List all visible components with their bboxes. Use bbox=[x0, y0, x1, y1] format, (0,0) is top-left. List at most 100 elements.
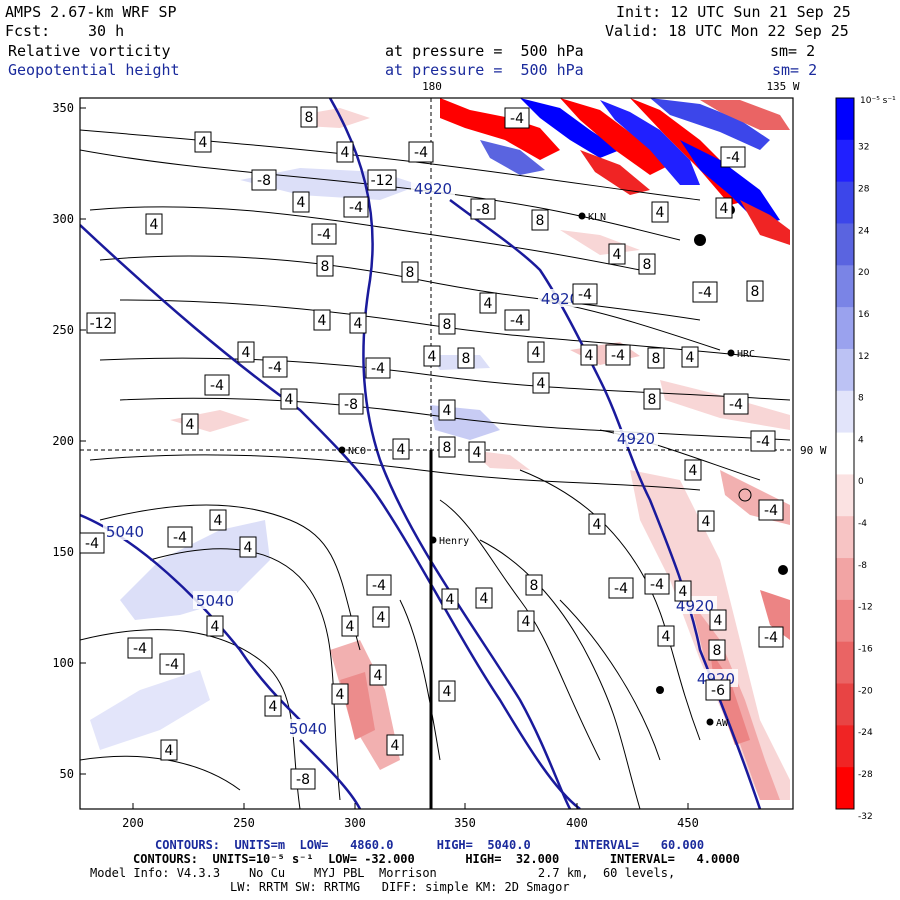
vorticity-label-text: -6 bbox=[711, 683, 725, 699]
vorticity-label-text: -4 bbox=[650, 577, 664, 593]
height-label: 5040 bbox=[196, 592, 234, 610]
vorticity-label-box bbox=[343, 196, 369, 218]
vorticity-label-box bbox=[468, 441, 486, 463]
vorticity-label: -6 bbox=[705, 679, 731, 701]
colorbar-unit: 10⁻⁵ s⁻¹ bbox=[860, 96, 896, 106]
vorticity-label-text: -4 bbox=[173, 530, 187, 546]
x-axis: 200 250 300 350 400 450 bbox=[122, 803, 699, 830]
lon-label-90w: 90 W bbox=[800, 444, 827, 457]
vorticity-label-box bbox=[280, 388, 298, 410]
vorticity-label: 4 bbox=[239, 536, 257, 558]
vorticity-label-box bbox=[479, 292, 497, 314]
vorticity-label-box bbox=[715, 197, 733, 219]
vorticity-label-text: -8 bbox=[257, 173, 271, 189]
vorticity-label: -4 bbox=[723, 393, 749, 415]
vorticity-label-text: 8 bbox=[305, 110, 314, 126]
vorticity-label-box bbox=[708, 639, 726, 661]
height-label: 5040 bbox=[106, 523, 144, 541]
vorticity-label: 4 bbox=[292, 191, 310, 213]
colorbar-segment bbox=[836, 181, 854, 224]
vorticity-label: -4 bbox=[605, 344, 631, 366]
vorticity-label-box bbox=[239, 536, 257, 558]
vorticity-label-text: 8 bbox=[643, 257, 652, 273]
vorticity-label-text: -4 bbox=[268, 360, 282, 376]
vorticity-label-box bbox=[527, 341, 545, 363]
vorticity-label: 8 bbox=[638, 253, 656, 275]
vorticity-label-box bbox=[580, 344, 598, 366]
vorticity-label-text: -4 bbox=[414, 145, 428, 161]
colorbar-segment bbox=[836, 558, 854, 601]
x-tick-label: 400 bbox=[566, 816, 588, 830]
vorticity-label-text: 4 bbox=[613, 247, 622, 263]
vorticity-label-text: 4 bbox=[484, 296, 493, 312]
vorticity-label-box bbox=[457, 347, 475, 369]
vorticity-label: 4 bbox=[468, 441, 486, 463]
vorticity-label: -4 bbox=[504, 309, 530, 331]
station-label: HRC bbox=[737, 349, 755, 360]
colorbar-segment bbox=[836, 307, 854, 350]
vorticity-label-box bbox=[79, 532, 105, 554]
vorticity-label-text: 4 bbox=[214, 513, 223, 529]
vorticity-label-text: 4 bbox=[336, 687, 345, 703]
vorticity-label: 4 bbox=[697, 510, 715, 532]
vorticity-label-text: 4 bbox=[269, 699, 278, 715]
vorticity-label-box bbox=[532, 372, 550, 394]
vorticity-label-text: 8 bbox=[443, 440, 452, 456]
station-label: KLN bbox=[588, 212, 606, 223]
vorticity-label-box bbox=[705, 679, 731, 701]
vorticity-label: -4 bbox=[758, 499, 784, 521]
vorticity-label-box bbox=[367, 169, 397, 191]
vorticity-label-text: 4 bbox=[473, 445, 482, 461]
vorticity-label: 4 bbox=[475, 587, 493, 609]
physics-info: LW: RRTM SW: RRTMG DIFF: simple KM: 2D S… bbox=[230, 880, 570, 894]
height-label: 4920 bbox=[617, 430, 655, 448]
vorticity-label: 8 bbox=[708, 639, 726, 661]
vorticity-label-box bbox=[588, 513, 606, 535]
colorbar-label: -4 bbox=[858, 519, 867, 529]
vorticity-label: -4 bbox=[692, 281, 718, 303]
vorticity-label-text: -4 bbox=[614, 581, 628, 597]
vorticity-label-box bbox=[369, 664, 387, 686]
vorticity-label-text: -4 bbox=[729, 397, 743, 413]
x-tick-label: 200 bbox=[122, 816, 144, 830]
vorticity-label: 8 bbox=[746, 280, 764, 302]
vorticity-label-text: 4 bbox=[374, 668, 383, 684]
height-label: 4920 bbox=[414, 180, 452, 198]
vorticity-label-text: -4 bbox=[372, 578, 386, 594]
vorticity-label-box bbox=[338, 393, 364, 415]
valid-time: Valid: 18 UTC Mon 22 Sep 25 bbox=[605, 22, 849, 40]
vorticity-label-text: -4 bbox=[317, 227, 331, 243]
station-label: Henry bbox=[439, 536, 469, 547]
vorticity-label-text: 4 bbox=[446, 592, 455, 608]
vorticity-label-box bbox=[758, 499, 784, 521]
vorticity-label-text: -4 bbox=[133, 641, 147, 657]
vorticity-label: 4 bbox=[194, 131, 212, 153]
colorbar-label: 0 bbox=[858, 477, 864, 487]
vorticity-label-box bbox=[408, 141, 434, 163]
vorticity-label-text: 8 bbox=[443, 317, 452, 333]
vorticity-label: 4 bbox=[181, 413, 199, 435]
vorticity-label-box bbox=[709, 609, 727, 631]
colorbar-label: 32 bbox=[858, 143, 869, 153]
vorticity-label-text: 8 bbox=[462, 351, 471, 367]
vorticity-label-text: -4 bbox=[698, 285, 712, 301]
vorticity-label: 4 bbox=[336, 141, 354, 163]
colorbar-frame bbox=[835, 97, 855, 810]
colorbar-label: 12 bbox=[858, 352, 869, 362]
vorticity-label-box bbox=[470, 198, 496, 220]
x-tick-label: 300 bbox=[344, 816, 366, 830]
init-time: Init: 12 UTC Sun 21 Sep 25 bbox=[616, 3, 851, 21]
vorticity-label-text: 4 bbox=[211, 619, 220, 635]
vorticity-label: 4 bbox=[608, 243, 626, 265]
model-title: AMPS 2.67-km WRF SP bbox=[5, 3, 177, 21]
vorticity-label: 4 bbox=[386, 734, 404, 756]
colorbar-segment bbox=[836, 348, 854, 392]
vorticity-label-text: -8 bbox=[344, 397, 358, 413]
height-label-bg bbox=[193, 591, 237, 609]
vorticity-label-box bbox=[674, 580, 692, 602]
colorbar-label: 16 bbox=[858, 310, 870, 320]
colorbar-segment bbox=[836, 599, 854, 643]
vorticity-label-box bbox=[517, 610, 535, 632]
colorbar-label: -12 bbox=[858, 603, 873, 613]
vorticity-label-box bbox=[504, 107, 530, 129]
